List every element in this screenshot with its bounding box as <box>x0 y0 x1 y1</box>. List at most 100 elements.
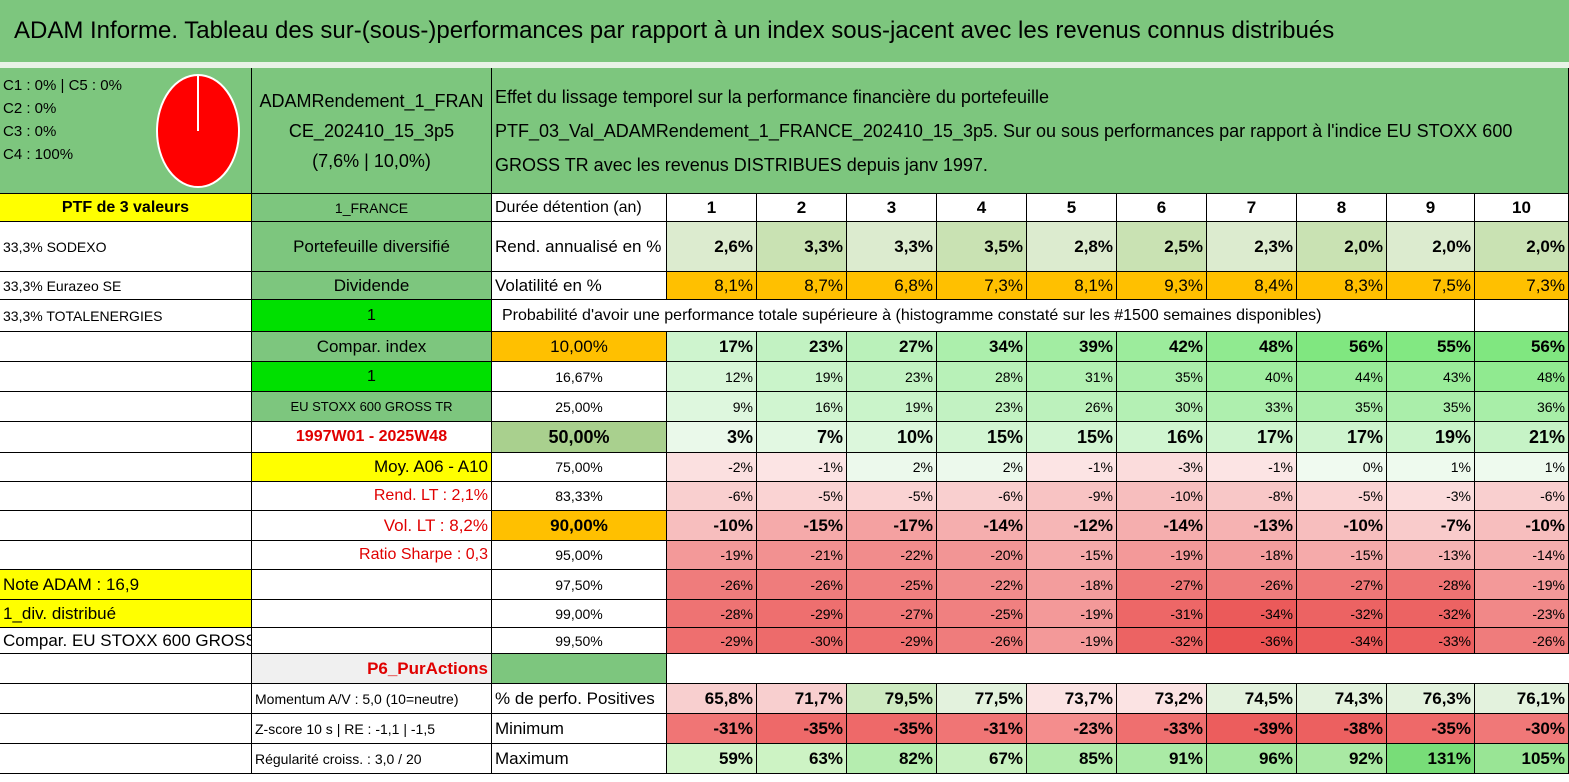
diversified-label: Portefeuille diversifié <box>252 222 492 272</box>
empty-cell <box>0 332 252 362</box>
probability-cell: -10% <box>1117 482 1207 511</box>
holding-item: 33,3% Eurazeo SE <box>0 272 252 300</box>
class-line: C3 : 0% <box>3 123 57 140</box>
probability-cell: -14% <box>1475 541 1569 570</box>
probability-cell: 3% <box>667 422 757 453</box>
probability-cell: 34% <box>937 332 1027 362</box>
bottom-stat-cell: 71,7% <box>757 684 847 714</box>
probability-cell: -10% <box>1475 511 1569 541</box>
bottom-stat-cell: -35% <box>847 714 937 744</box>
empty-cell <box>492 654 667 684</box>
probability-cell: 48% <box>1207 332 1297 362</box>
probability-cell: 27% <box>847 332 937 362</box>
probability-cell: -1% <box>757 453 847 482</box>
vol-value: 8,1% <box>667 272 757 300</box>
empty-cell <box>0 684 252 714</box>
class-pie-chart <box>156 74 240 188</box>
probability-cell: -32% <box>1297 600 1387 628</box>
probability-cell: 9% <box>667 392 757 422</box>
empty-cell <box>1475 300 1569 332</box>
probability-cell: -28% <box>1387 570 1475 600</box>
description-line: Effet du lissage temporel sur la perform… <box>495 86 1049 107</box>
vol-value: 8,4% <box>1207 272 1297 300</box>
probability-cell: 23% <box>937 392 1027 422</box>
probability-cell: -1% <box>1027 453 1117 482</box>
probability-cell: 23% <box>847 362 937 392</box>
probability-cell: -29% <box>847 628 937 654</box>
empty-cell <box>0 511 252 541</box>
probability-cell: -27% <box>847 600 937 628</box>
fund-name-line: ADAMRendement_1_FRAN <box>259 90 484 111</box>
index-flag: 1 <box>252 362 492 392</box>
bottom-stat-cell: 105% <box>1475 744 1569 774</box>
probability-cell: -3% <box>1117 453 1207 482</box>
probability-cell: -32% <box>1117 628 1207 654</box>
probability-cell: -3% <box>1387 482 1475 511</box>
bottom-label: % de perfo. Positives <box>492 684 667 714</box>
rend-value: 3,3% <box>847 222 937 272</box>
probability-cell: -6% <box>1475 482 1569 511</box>
probability-cell: 1% <box>1475 453 1569 482</box>
probability-cell: -19% <box>1027 600 1117 628</box>
probability-cell: -22% <box>847 541 937 570</box>
probability-cell: 15% <box>1027 422 1117 453</box>
dividend-flag: 1 <box>252 300 492 332</box>
bottom-stat-cell: 91% <box>1117 744 1207 774</box>
probability-cell: 39% <box>1027 332 1117 362</box>
probability-cell: -23% <box>1475 600 1569 628</box>
rend-value: 2,3% <box>1207 222 1297 272</box>
bottom-stat-cell: 82% <box>847 744 937 774</box>
probability-cell: -7% <box>1387 511 1475 541</box>
probability-cell: -31% <box>1117 600 1207 628</box>
probability-cell: -27% <box>1117 570 1207 600</box>
class-line: C2 : 0% <box>3 100 57 117</box>
index-name: EU STOXX 600 GROSS TR <box>252 392 492 422</box>
probability-cell: 26% <box>1027 392 1117 422</box>
probability-cell: -14% <box>937 511 1027 541</box>
probability-cell: -19% <box>1027 628 1117 654</box>
bottom-stat-cell: 96% <box>1207 744 1297 774</box>
probability-cell: 35% <box>1117 362 1207 392</box>
proba-label: Probabilité d'avoir une performance tota… <box>492 300 1475 332</box>
class-summary-panel: C1 : 0% | C5 : 0% C2 : 0% C3 : 0% C4 : 1… <box>0 68 252 194</box>
probability-cell: -27% <box>1297 570 1387 600</box>
bottom-stat-cell: 92% <box>1297 744 1387 774</box>
probability-cell: 23% <box>757 332 847 362</box>
probability-cell: 44% <box>1297 362 1387 392</box>
probability-cell: -5% <box>757 482 847 511</box>
bottom-stat-cell: -35% <box>757 714 847 744</box>
percentile-label: 50,00% <box>492 422 667 453</box>
probability-cell: 56% <box>1297 332 1387 362</box>
probability-cell: -10% <box>667 511 757 541</box>
rend-value: 2,0% <box>1387 222 1475 272</box>
probability-cell: -22% <box>937 570 1027 600</box>
rend-value: 2,0% <box>1297 222 1387 272</box>
adam-note: Note ADAM : 16,9 <box>0 570 252 600</box>
empty-cell <box>0 362 252 392</box>
probability-cell: -19% <box>1475 570 1569 600</box>
vol-value: 8,3% <box>1297 272 1387 300</box>
probability-cell: -19% <box>1117 541 1207 570</box>
bottom-indicator: Régularité croiss. : 3,0 / 20 <box>252 744 492 774</box>
percentile-label: 83,33% <box>492 482 667 511</box>
probability-cell: -13% <box>1387 541 1475 570</box>
bottom-indicator: Momentum A/V : 5,0 (10=neutre) <box>252 684 492 714</box>
probability-cell: 10% <box>847 422 937 453</box>
year-header: 4 <box>937 194 1027 222</box>
bottom-stat-cell: 76,3% <box>1387 684 1475 714</box>
probability-cell: 21% <box>1475 422 1569 453</box>
rend-value: 2,0% <box>1475 222 1569 272</box>
year-header: 5 <box>1027 194 1117 222</box>
bottom-stat-cell: 65,8% <box>667 684 757 714</box>
probability-cell: 35% <box>1387 392 1475 422</box>
region-label: 1_FRANCE <box>252 194 492 222</box>
probability-cell: -14% <box>1117 511 1207 541</box>
percentile-label: 75,00% <box>492 453 667 482</box>
probability-cell: -6% <box>667 482 757 511</box>
vol-value: 7,5% <box>1387 272 1475 300</box>
probability-cell: -28% <box>667 600 757 628</box>
bottom-stat-cell: 131% <box>1387 744 1475 774</box>
percentile-label: 10,00% <box>492 332 667 362</box>
title-divider <box>0 62 1569 68</box>
year-header: 10 <box>1475 194 1569 222</box>
